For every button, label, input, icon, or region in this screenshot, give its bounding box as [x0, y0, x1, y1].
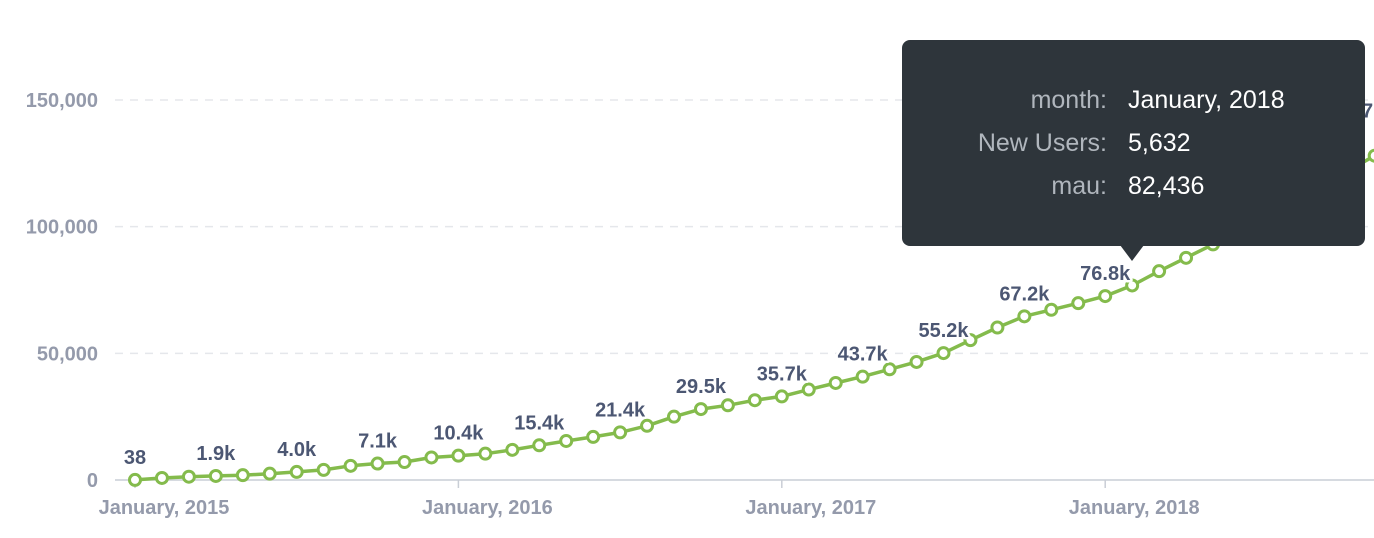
data-point[interactable] [693, 402, 708, 417]
data-label: 1.9k [196, 443, 236, 465]
data-label: 7.1k [358, 431, 398, 453]
data-point[interactable] [963, 333, 978, 348]
data-labels: 38 1.9k 4.0k 7.1k 10.4k 15.4k 21.4k 29.5k 35.7k 4… [121, 98, 1374, 472]
y-tick-label: 0 [87, 470, 98, 492]
data-label: 29.5k [676, 376, 727, 398]
data-point[interactable] [208, 468, 223, 483]
data-point[interactable] [613, 425, 628, 440]
y-tick-label: 150,000 [26, 90, 98, 112]
data-label: 43.7k [838, 344, 889, 366]
tooltip-key-new-users: New Users: [977, 129, 1107, 157]
data-point[interactable] [747, 393, 762, 408]
data-point[interactable] [1152, 264, 1167, 279]
data-point[interactable] [128, 472, 142, 487]
data-point[interactable] [1179, 250, 1194, 265]
x-axis: January, 2015 January, 2016 January, 2017 J… [99, 479, 1374, 519]
data-label: 38 [124, 447, 146, 469]
data-point[interactable] [936, 346, 951, 361]
tooltip-pointer [1120, 245, 1144, 261]
data-point[interactable] [855, 369, 870, 384]
data-point[interactable] [181, 469, 196, 484]
data-point[interactable] [262, 466, 277, 481]
data-point[interactable] [1367, 148, 1374, 163]
data-point[interactable] [505, 442, 520, 457]
x-tick-label: January, 2017 [745, 497, 876, 519]
data-point[interactable] [289, 464, 304, 479]
tooltip-value-new-users: 5,632 [1128, 129, 1191, 157]
tooltip-key-month: month: [1030, 86, 1107, 114]
data-point[interactable] [397, 455, 412, 470]
data-label: 21.4k [595, 399, 646, 421]
data-point[interactable] [370, 456, 385, 471]
tooltip-key-mau: mau: [1051, 172, 1107, 200]
data-point[interactable] [1098, 289, 1113, 304]
data-point[interactable] [559, 433, 574, 448]
data-label: 76.8k [1080, 263, 1131, 285]
data-point[interactable] [667, 409, 681, 424]
data-point[interactable] [720, 398, 735, 413]
y-tick-label: 50,000 [37, 343, 98, 365]
data-point[interactable] [154, 470, 169, 485]
data-label: 67.2k [999, 283, 1050, 305]
tooltip-value-month: January, 2018 [1128, 86, 1285, 114]
x-tick-label: January, 2016 [422, 497, 553, 519]
data-point[interactable] [586, 429, 601, 444]
y-axis: 0 50,000 100,000 150,000 [26, 90, 98, 492]
data-label: 10.4k [433, 423, 484, 445]
data-point[interactable] [774, 389, 789, 404]
data-label: 4.0k [277, 439, 317, 461]
data-point[interactable] [909, 354, 924, 369]
data-point[interactable] [828, 375, 843, 390]
hover-tooltip: month: January, 2018 New Users: 5,632 ma… [902, 40, 1365, 246]
tooltip-value-mau: 82,436 [1128, 172, 1205, 200]
data-point[interactable] [343, 458, 358, 473]
data-point[interactable] [882, 362, 897, 377]
data-label: 55.2k [918, 320, 969, 342]
data-point[interactable] [451, 448, 466, 463]
data-point[interactable] [316, 462, 331, 477]
data-point[interactable] [990, 320, 1005, 335]
data-label: 15.4k [514, 412, 565, 434]
data-point[interactable] [424, 450, 439, 465]
data-label: 35.7k [757, 363, 808, 385]
x-tick-label: January, 2018 [1069, 497, 1200, 519]
data-point[interactable] [640, 418, 655, 433]
data-point[interactable] [1125, 278, 1140, 293]
data-point[interactable] [478, 446, 493, 461]
data-point[interactable] [801, 382, 816, 397]
data-point[interactable] [532, 438, 547, 453]
data-point[interactable] [1044, 302, 1059, 317]
y-tick-label: 100,000 [26, 217, 98, 239]
data-point[interactable] [1071, 296, 1086, 311]
data-point[interactable] [235, 468, 250, 483]
x-tick-label: January, 2015 [99, 497, 230, 519]
data-point[interactable] [1017, 309, 1032, 324]
